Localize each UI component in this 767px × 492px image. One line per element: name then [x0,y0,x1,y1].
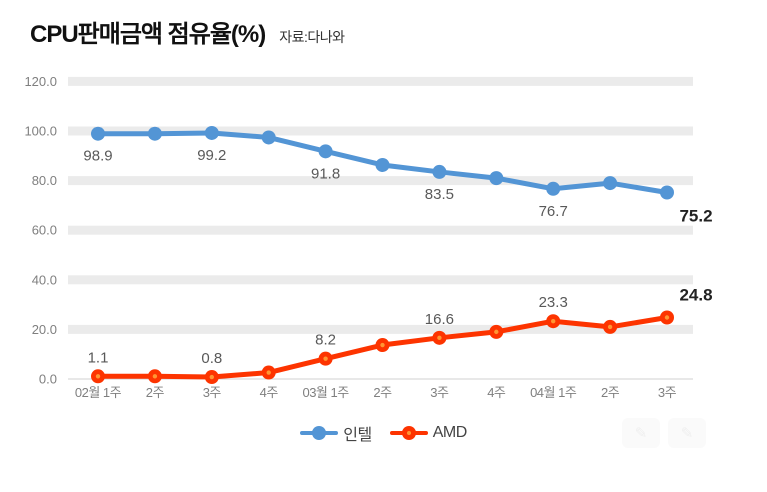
data-point-인텔 [375,157,390,172]
data-point-인텔 [318,144,333,159]
x-axis-tick-label: 3주 [658,385,677,400]
y-axis-tick-label: 0.0 [39,372,57,387]
data-label-AMD: 0.8 [201,350,222,367]
x-axis-tick-label: 4주 [260,385,279,400]
legend-item-amd: AMD [389,424,468,442]
data-point-인텔 [91,126,105,141]
gridline-band [68,176,693,186]
data-point-center-AMD [266,370,271,375]
data-point-center-AMD [95,374,101,379]
x-axis-tick-label: 3주 [203,385,222,400]
data-point-인텔 [204,125,219,140]
data-label-인텔: 83.5 [425,186,454,203]
intel-line-marker-icon [300,426,339,440]
chart-header: CPU판매금액 점유율(%) 자료:다나와 [30,14,345,49]
y-axis-tick-label: 20.0 [32,322,57,337]
data-point-center-AMD [209,374,214,380]
x-axis-tick-label: 4주 [487,385,506,400]
data-point-center-AMD [323,356,328,361]
watermark-pen-icon: ✎ [622,418,660,448]
data-point-인텔 [546,181,561,196]
data-point-인텔 [603,176,618,191]
data-point-인텔 [432,164,447,179]
data-point-center-AMD [152,374,158,379]
x-axis-tick-label: 2주 [146,385,165,400]
y-axis-tick-label: 120.0 [24,74,57,89]
data-label-AMD: 23.3 [539,294,568,311]
data-label-인텔: 91.8 [311,165,340,182]
data-point-center-AMD [437,335,442,341]
gridline-band [68,126,693,136]
data-point-center-AMD [664,315,670,320]
data-point-인텔 [660,185,674,200]
data-label-인텔: 98.9 [83,148,112,165]
gridline-band [68,275,693,285]
data-label-인텔: 76.7 [539,203,568,220]
data-label-인텔: 99.2 [197,147,226,164]
x-axis-tick-label: 3주 [430,385,449,400]
gridline-band [68,225,693,235]
data-point-인텔 [489,171,504,186]
gridline-band [68,76,693,86]
y-axis-tick-label: 40.0 [32,272,57,287]
legend-item-intel: 인텔 [300,421,372,445]
data-point-인텔 [147,126,162,141]
page-title: CPU판매금액 점유율(%) [30,21,266,48]
data-label-AMD: 16.6 [425,311,454,328]
data-point-center-AMD [494,329,499,335]
data-label-AMD: 24.8 [679,285,712,304]
watermark-group: ✎ ✎ [622,418,706,448]
legend: 인텔 AMD [0,421,767,445]
data-point-center-AMD [380,342,385,348]
source-note: 자료:다나와 [279,29,345,45]
amd-line-marker-icon [389,426,428,440]
data-point-center-AMD [607,324,613,330]
data-label-인텔: 75.2 [679,207,712,226]
x-axis-tick-label: 02월 1주 [75,385,122,400]
x-axis-tick-label: 03월 1주 [302,385,349,400]
gridline-band [68,324,693,334]
data-label-AMD: 1.1 [88,349,109,366]
data-point-인텔 [261,130,276,145]
data-label-AMD: 8.2 [315,332,336,349]
legend-label-amd: AMD [432,424,468,441]
watermark-pen-icon: ✎ [668,418,706,448]
legend-label-intel: 인텔 [343,427,372,444]
x-axis-tick-label: 2주 [601,385,620,400]
data-point-center-AMD [551,319,556,324]
x-axis-tick-label: 04월 1주 [530,385,577,400]
y-axis-tick-label: 100.0 [24,124,57,139]
y-axis-tick-label: 80.0 [32,173,57,188]
y-axis-tick-label: 60.0 [32,223,57,238]
x-axis-tick-label: 2주 [373,385,392,400]
